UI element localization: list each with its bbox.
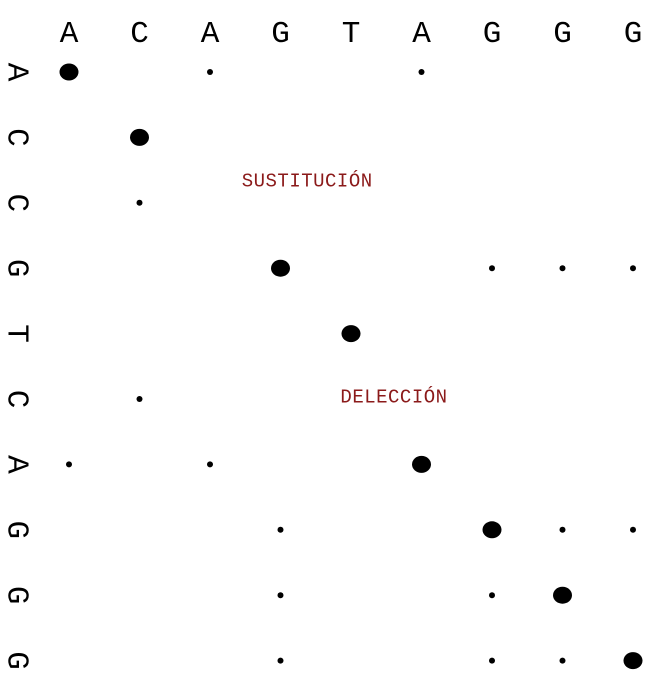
column-label-2: A (201, 17, 220, 52)
match-dot-large-20 (553, 586, 572, 604)
match-dot-large-0 (59, 63, 79, 81)
match-dot-small-22 (489, 657, 495, 664)
match-dot-large-5 (271, 259, 290, 277)
column-label-6: G (483, 17, 502, 52)
match-dot-small-21 (277, 657, 284, 664)
annotation-label-0: SUSTITUCIÓN (242, 170, 373, 192)
match-dot-small-11 (66, 461, 72, 468)
row-label-2: C (0, 193, 34, 212)
annotations: SUSTITUCIÓN DELECCIÓN (242, 170, 447, 408)
column-label-4: T (342, 17, 361, 52)
match-dot-small-17 (630, 526, 636, 533)
match-dot-small-4 (136, 199, 143, 206)
annotation-label-1: DELECCIÓN (340, 386, 447, 408)
row-label-5: C (0, 390, 34, 409)
match-dot-small-7 (559, 265, 566, 272)
column-label-0: A (60, 17, 79, 52)
match-dot-small-12 (207, 461, 213, 468)
match-dot-small-2 (418, 69, 425, 75)
match-dot-small-8 (630, 265, 636, 272)
match-dot-large-15 (482, 521, 502, 539)
column-label-5: A (412, 17, 431, 52)
column-label-7: G (553, 17, 572, 52)
row-labels: A C C G T C A G G G (0, 63, 34, 670)
match-dot-small-18 (277, 592, 284, 599)
row-label-9: G (0, 651, 34, 670)
column-label-1: C (130, 17, 149, 52)
row-label-8: G (0, 586, 34, 605)
row-label-1: C (0, 128, 34, 147)
row-label-6: A (0, 455, 34, 474)
match-dot-small-23 (559, 657, 566, 664)
match-dot-large-3 (130, 128, 149, 146)
row-label-3: G (0, 259, 34, 278)
row-label-4: T (0, 324, 34, 343)
column-label-8: G (624, 17, 643, 52)
match-dots (59, 63, 643, 670)
match-dot-small-16 (559, 526, 566, 533)
match-dot-small-10 (136, 396, 143, 402)
match-dot-small-6 (489, 265, 495, 272)
column-label-3: G (271, 17, 290, 52)
match-dot-small-14 (277, 526, 284, 533)
match-dot-large-13 (412, 455, 431, 473)
match-dot-large-9 (341, 325, 361, 343)
match-dot-large-24 (623, 652, 643, 670)
row-label-0: A (0, 63, 34, 82)
row-label-7: G (0, 520, 34, 539)
match-dot-small-1 (207, 69, 213, 75)
match-dot-small-19 (489, 592, 495, 599)
